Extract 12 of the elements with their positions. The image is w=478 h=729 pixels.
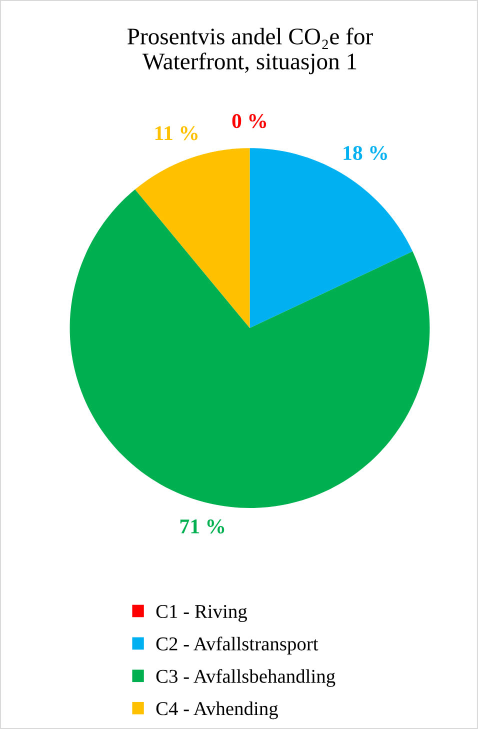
pie-slice	[70, 189, 430, 508]
legend-label: C1 - Riving	[156, 604, 248, 622]
chart-title: Prosentvis andel CO₂e for Waterfront, situasjon 1	[128, 28, 373, 74]
pie-slice	[250, 148, 413, 328]
data-label: 18 %	[344, 146, 387, 160]
text: 0 %	[232, 114, 266, 128]
pie-slice	[135, 148, 250, 328]
legend-label: C2 - Avfallstransport	[156, 636, 318, 654]
legend-label: C4 - Avhending	[156, 702, 278, 720]
data-label: 71 %	[180, 519, 224, 534]
legend-label: C3 - Avfallsbehandling	[156, 669, 336, 687]
data-label: 11 %	[155, 126, 198, 140]
